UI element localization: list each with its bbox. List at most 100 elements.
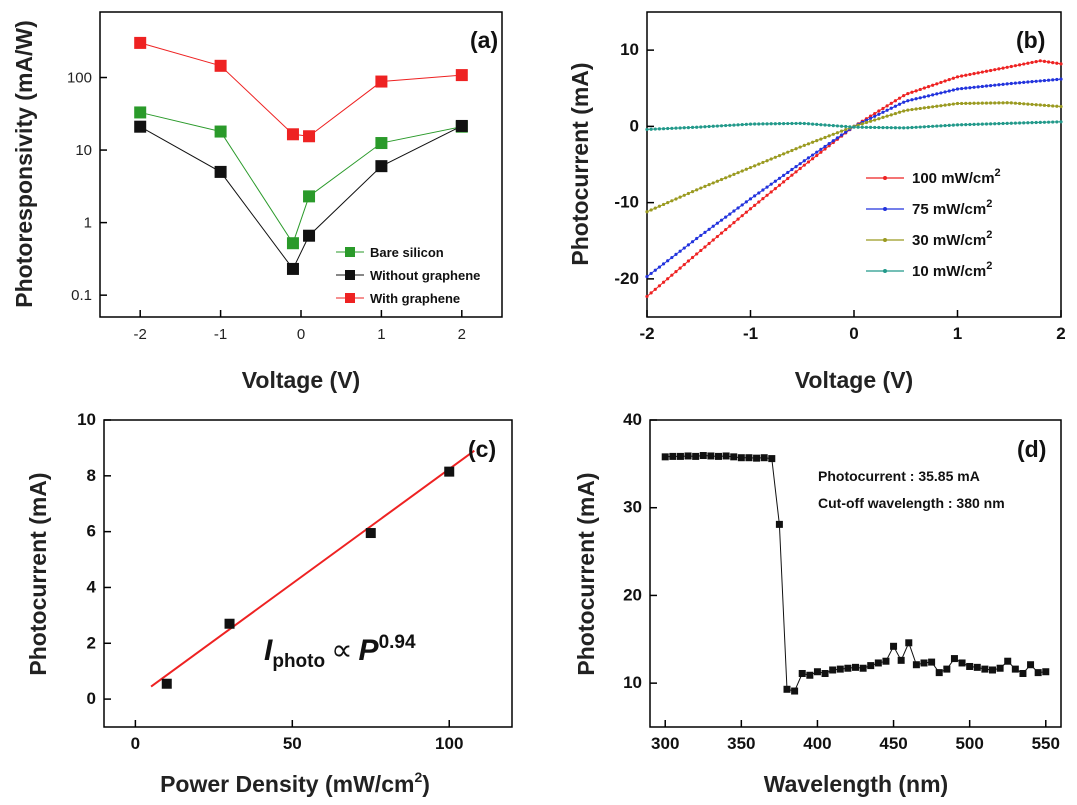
panel-b-point [839,124,844,128]
panel-b-point [703,184,707,188]
panel-b-point [914,97,918,101]
panel-b-point [765,122,769,126]
panel-b-point [753,164,757,168]
panel-b-point [719,124,724,128]
panel-b-point [699,233,703,238]
panel-b-point [794,170,798,174]
panel-b-point [984,101,989,105]
panel-b-point [777,122,782,126]
panel-b-point [935,92,939,96]
panel-b-series-line [646,102,1062,213]
panel-b-ytick-label: -20 [614,269,639,288]
panel-b-point [678,249,682,253]
panel-b-point [1009,64,1013,69]
panel-d-marker [699,452,707,460]
panel-d-marker [684,452,692,460]
panel-b-point [715,234,719,239]
panel-b-point [645,294,649,299]
panel-b-point [993,68,997,72]
panel-b-point [798,145,802,149]
panel-b-ytick-label: -10 [614,193,639,212]
panel-b-point [918,106,922,111]
panel-b-point [1038,79,1042,83]
panel-b-point [649,127,653,131]
panel-d-marker [722,452,730,460]
panel-b-point [769,157,773,161]
panel-d-marker [874,659,882,667]
panel-b-point [678,126,682,130]
panel-b-legend-sup: 2 [986,260,992,272]
panel-b-frame [646,11,1062,318]
panel-b-point [757,191,761,195]
panel-b-point [873,111,877,116]
panel-b-point [860,122,864,126]
panel-b-point [897,110,902,114]
formula-sub: photo [272,651,325,672]
panel-a-ytick-label: 0.1 [71,287,92,304]
panel-b-point [748,165,753,170]
panel-b-point [811,153,815,157]
panel-d-xlabel: Wavelength (nm) [764,771,948,797]
panel-b-point [914,89,918,93]
panel-b-legend-sup: 2 [986,198,992,210]
panel-b-point [707,183,711,187]
panel-b-point [728,212,732,216]
panel-d-marker [661,453,669,461]
formula-p: P [359,634,380,667]
panel-b-point [951,88,955,92]
panel-b-point [964,73,968,77]
panel-d-marker [730,453,738,461]
panel-b-point [695,125,699,129]
panel-b-point [823,135,827,140]
panel-b-point [960,101,964,106]
panel-c-marker [444,466,455,477]
panel-b-point [947,89,951,93]
panel-b-point [773,155,777,159]
panel-b-point [1030,60,1034,65]
panel-b-point [980,84,984,89]
panel-b-point [724,227,728,232]
panel-b-point [740,169,744,173]
panel-b-point [674,197,678,201]
panel-a-legend-marker [345,247,355,257]
panel-d-annotation-2: Cut-off wavelength : 380 nm [818,495,1005,511]
panel-b-point [1013,101,1018,105]
panel-b-point [1022,102,1026,106]
panel-b-point [798,162,802,166]
panel-b-point [935,82,939,86]
panel-d-marker [1027,661,1035,669]
panel-a-ytick-label: 1 [84,215,92,232]
panel-b-point [645,127,649,132]
panel-b-point [918,125,922,129]
panel-b-point [711,124,715,128]
panel-b-point [1022,62,1026,66]
panel-b-point [707,241,711,246]
panel-b-point [786,176,790,181]
formula-i: I [264,634,273,667]
panel-b-point [889,101,893,105]
panel-a-marker [286,237,299,250]
panel-b-point [1030,102,1034,107]
panel-b-point [926,94,931,98]
panel-b-point [1005,121,1009,125]
panel-c-marker [161,678,172,689]
panel-b-point [782,180,786,184]
panel-d-marker [737,454,745,462]
panel-b-point [1051,78,1055,82]
panel-d-marker [867,662,875,670]
panel-d: 300 350 400 450 500 550 10 20 30 40 (d) Wavelengt… [573,410,1062,797]
panel-d-ytick-label: 20 [623,585,642,604]
panel-b-point [744,200,748,204]
formula-prop: ∝ [331,634,352,667]
panel-b-legend-label: 30 mW/cm2 [912,229,992,249]
panel-b-point [724,215,728,219]
panel-b-point [1059,104,1063,109]
panel-b-point [661,127,666,131]
panel-a-series-line [139,125,463,270]
panel-a-xtick-label: -1 [214,326,227,343]
panel-b-point [972,101,976,105]
panel-d-marker [989,666,996,674]
panel-b-point [860,125,864,129]
panel-d-xtick-label: 400 [803,734,831,753]
